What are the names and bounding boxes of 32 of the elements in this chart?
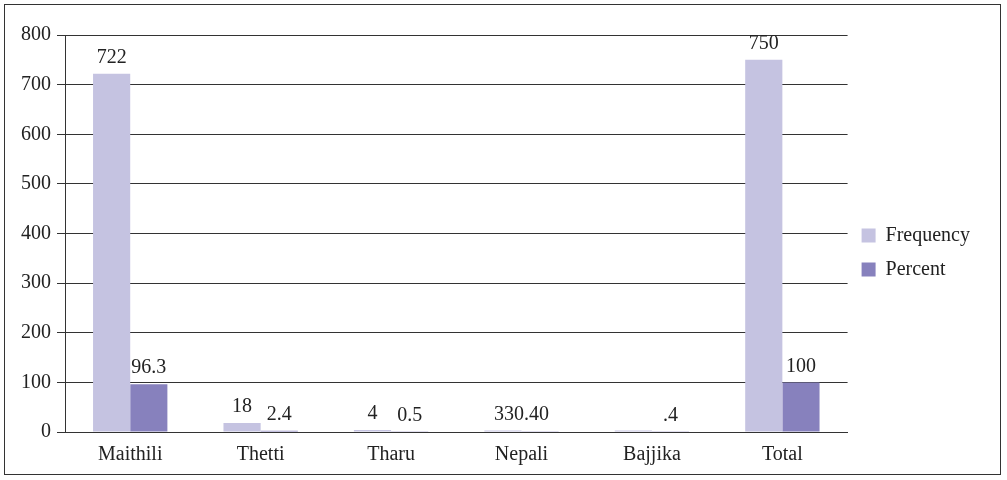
- y-tick-label: 100: [21, 369, 51, 392]
- bar: [93, 73, 131, 432]
- legend-label: Frequency: [885, 222, 971, 246]
- data-label: 18: [232, 394, 253, 417]
- y-tick-label: 400: [21, 220, 51, 243]
- legend-label: Percent: [885, 256, 946, 279]
- data-label: 100: [785, 353, 816, 376]
- y-tick-label: 200: [21, 320, 51, 342]
- y-tick-label: 0: [41, 419, 51, 442]
- bar: [745, 59, 783, 432]
- x-tick-label: Tharu: [367, 442, 415, 465]
- data-label: 722: [96, 44, 127, 67]
- data-label: 2.4: [266, 402, 292, 425]
- x-tick-label: Bajjika: [623, 442, 681, 466]
- y-tick-label: 500: [21, 171, 51, 194]
- annotation: 330.40: [494, 401, 550, 424]
- y-tick-label: 600: [21, 121, 51, 144]
- y-tick-label: 700: [21, 71, 51, 94]
- y-tick-label: 300: [21, 270, 51, 293]
- x-tick-label: Total: [761, 442, 804, 465]
- x-tick-label: Nepali: [494, 442, 549, 466]
- data-label: 4: [367, 401, 378, 424]
- data-label: 750: [748, 31, 779, 54]
- bar: [782, 382, 820, 432]
- bar: [223, 423, 261, 432]
- data-label: 96.3: [131, 355, 167, 378]
- x-tick-label: Maithili: [97, 442, 163, 465]
- y-tick-label: 800: [21, 22, 51, 45]
- data-label: 0.5: [397, 403, 423, 425]
- data-label: .4: [663, 403, 679, 426]
- bar: [130, 384, 168, 432]
- x-tick-label: Thetti: [236, 442, 285, 465]
